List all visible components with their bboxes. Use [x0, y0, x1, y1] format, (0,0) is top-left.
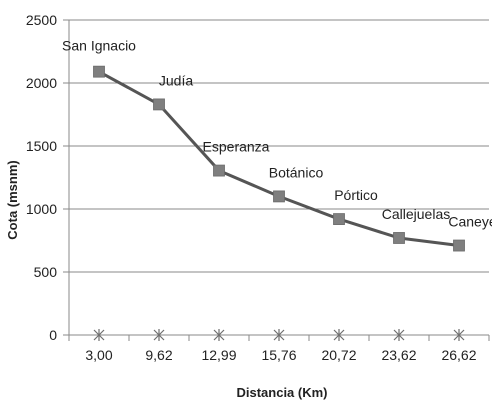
asterisk-marker — [93, 329, 105, 341]
y-tick-labels: 0 500 1000 1500 2000 2500 — [26, 12, 57, 343]
x-tick-label: 26,62 — [441, 347, 476, 363]
y-tick-label: 2000 — [26, 75, 57, 91]
grid-lines — [69, 19, 489, 273]
asterisk-marker — [213, 329, 225, 341]
data-point-marker — [393, 232, 405, 244]
data-point-marker — [453, 239, 465, 252]
x-tick-label: 3,00 — [85, 347, 112, 363]
x-tick-label: 23,62 — [381, 347, 416, 363]
asterisk-marker — [393, 329, 405, 341]
x-tick-label: 9,62 — [145, 347, 172, 363]
y-tick-label: 1000 — [26, 201, 57, 217]
x-tick-label: 20,72 — [321, 347, 356, 363]
y-tick-label: 0 — [49, 327, 57, 343]
y-tick-label: 500 — [34, 264, 58, 280]
data-point-label: Botánico — [269, 164, 324, 180]
data-point-marker — [93, 65, 105, 78]
data-point-label: Judía — [159, 72, 193, 88]
data-point-marker — [213, 164, 225, 177]
data-point-marker — [333, 213, 345, 225]
x-tick-label: 15,76 — [261, 347, 296, 363]
asterisk-marker — [273, 329, 285, 341]
x-axis-title: Distancia (Km) — [236, 385, 327, 400]
data-point-marker — [273, 190, 285, 203]
data-point-marker — [153, 98, 165, 111]
markers — [93, 65, 465, 341]
asterisk-marker — [453, 329, 465, 341]
data-point-label: Pórtico — [334, 187, 378, 203]
asterisk-marker — [153, 329, 165, 341]
asterisk-marker — [333, 329, 345, 341]
x-tick-label: 12,99 — [201, 347, 236, 363]
x-tick-labels: 3,00 9,62 12,99 15,76 20,72 23,62 26,62 — [85, 347, 476, 363]
data-point-label: San Ignacio — [62, 38, 136, 54]
y-axis-title: Cota (msnm) — [5, 160, 20, 239]
axes — [63, 19, 490, 341]
y-tick-label: 1500 — [26, 138, 57, 154]
data-point-label: Callejuelas — [382, 206, 450, 222]
point-labels: San Ignacio Judía Esperanza Botánico Pórtico… — [62, 38, 492, 230]
data-point-label: Caneyes — [448, 214, 492, 230]
y-tick-label: 2500 — [26, 12, 57, 28]
data-point-label: Esperanza — [203, 139, 270, 155]
